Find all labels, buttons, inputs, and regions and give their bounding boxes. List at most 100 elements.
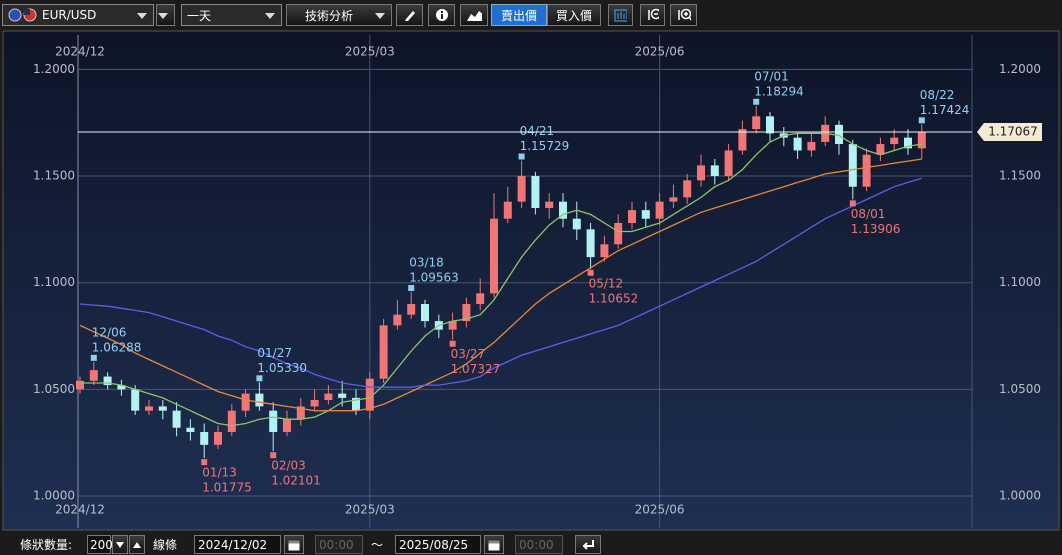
annotation-marker xyxy=(849,200,856,207)
candle-body xyxy=(904,137,912,149)
decrement-button[interactable] xyxy=(112,535,128,554)
candle-body xyxy=(545,201,554,209)
candle-body xyxy=(476,293,485,305)
end-date: 2025/08/25 xyxy=(399,537,469,552)
start-date-input[interactable]: 2024/12/02 xyxy=(194,535,281,554)
candle-body xyxy=(407,304,416,315)
candle-body xyxy=(310,400,319,407)
zoom-out-button[interactable] xyxy=(640,4,665,26)
y-tick-label-right: 1.1000 xyxy=(999,275,1041,289)
candle-body xyxy=(379,325,388,379)
annotation-marker xyxy=(449,340,456,347)
reset-button[interactable] xyxy=(575,535,601,554)
candle-body xyxy=(572,218,581,230)
annotation-marker xyxy=(90,354,97,361)
annotation-value: 1.10652 xyxy=(589,291,639,305)
y-tick-label: 1.2000 xyxy=(33,62,75,76)
end-time: 00:00 xyxy=(519,537,554,552)
separator: ～ xyxy=(371,538,384,552)
annotation-date: 03/18 xyxy=(409,256,444,270)
candle-body xyxy=(683,180,692,198)
annotation-marker xyxy=(408,285,415,292)
annotation-value: 1.09563 xyxy=(409,271,459,285)
start-date: 2024/12/02 xyxy=(198,537,268,552)
candle-body xyxy=(628,210,636,223)
annotation-date: 12/06 xyxy=(92,325,127,339)
y-tick-label: 1.0000 xyxy=(33,489,75,503)
last-price-label: 1.17067 xyxy=(988,124,1038,138)
candle-body xyxy=(255,393,264,407)
analysis-select[interactable]: 技術分析 xyxy=(286,4,392,26)
last-price-tag xyxy=(977,122,1042,141)
candle-body xyxy=(117,385,126,390)
symbol-select[interactable]: EUR/USD xyxy=(2,4,154,26)
info-icon xyxy=(435,9,448,21)
candle-body xyxy=(559,201,567,219)
annotation-date: 04/21 xyxy=(520,124,555,138)
candle-body xyxy=(848,144,857,187)
period-select[interactable]: 一天 xyxy=(181,4,282,26)
buy-button[interactable]: 買入價 xyxy=(547,4,601,26)
candle-body xyxy=(214,432,222,445)
candle-body xyxy=(131,389,140,411)
bar-count-label: 條狀數量: xyxy=(20,538,73,552)
candle-body xyxy=(876,144,885,155)
annotation-value: 1.06288 xyxy=(92,340,142,354)
annotation-date: 03/27 xyxy=(451,347,486,361)
annotation-value: 1.15729 xyxy=(520,139,570,153)
flag-icons xyxy=(8,8,37,22)
period: 一天 xyxy=(187,8,212,23)
chart-panel xyxy=(2,30,1060,531)
bar-count: 200 xyxy=(90,537,113,552)
candle-body xyxy=(490,218,498,294)
symbol-dropdown[interactable] xyxy=(156,4,175,26)
annotation-date: 05/12 xyxy=(589,276,624,290)
candle-body xyxy=(393,314,402,326)
zoom-in-icon xyxy=(678,8,691,21)
zoom-in-button[interactable] xyxy=(670,4,697,26)
moving-average xyxy=(80,132,922,427)
candle-body xyxy=(738,129,747,151)
annotation-value: 1.01775 xyxy=(202,481,252,495)
info-button[interactable] xyxy=(428,4,455,26)
candle-body xyxy=(586,229,595,258)
candle-body xyxy=(200,432,209,445)
sell-button[interactable]: 賣出價 xyxy=(491,4,547,26)
annotation-date: 01/27 xyxy=(257,346,292,360)
analysis: 技術分析 xyxy=(305,8,354,23)
moving-average xyxy=(79,158,922,412)
candle-body xyxy=(448,321,457,330)
bar-count-input[interactable]: 200 xyxy=(87,535,113,554)
start-calendar[interactable] xyxy=(284,535,304,554)
candle-body xyxy=(269,410,278,433)
candle-body xyxy=(614,222,623,245)
candle-body xyxy=(669,197,678,202)
annotation-value: 1.18294 xyxy=(754,84,804,98)
candle-body xyxy=(462,304,471,322)
area-button[interactable] xyxy=(460,4,488,26)
candle-body xyxy=(283,419,291,433)
increment-button[interactable] xyxy=(129,535,145,554)
end-calendar[interactable] xyxy=(484,535,504,554)
chart-style-button[interactable] xyxy=(608,4,633,26)
y-tick-label-right: 1.0000 xyxy=(999,489,1041,503)
line-label: 線條 xyxy=(153,538,178,552)
draw-button[interactable] xyxy=(396,4,423,26)
y-tick-label: 1.0500 xyxy=(33,382,75,396)
annotation-value: 1.07327 xyxy=(451,362,501,376)
candle-body xyxy=(172,410,181,428)
candle-body xyxy=(697,165,705,181)
candle-body xyxy=(421,304,429,322)
candle-body xyxy=(89,370,98,381)
annotation-marker xyxy=(201,459,208,466)
annotation-marker xyxy=(518,153,525,160)
candle-body xyxy=(890,137,899,145)
candle-body xyxy=(352,397,360,411)
end-date-input[interactable]: 2025/08/25 xyxy=(395,535,481,554)
down-arrow xyxy=(116,541,124,548)
annotation-marker xyxy=(587,269,594,276)
start-time: 00:00 xyxy=(319,537,354,552)
bars-icon xyxy=(614,9,627,22)
candle-body xyxy=(641,210,650,219)
candle-body xyxy=(807,141,816,151)
